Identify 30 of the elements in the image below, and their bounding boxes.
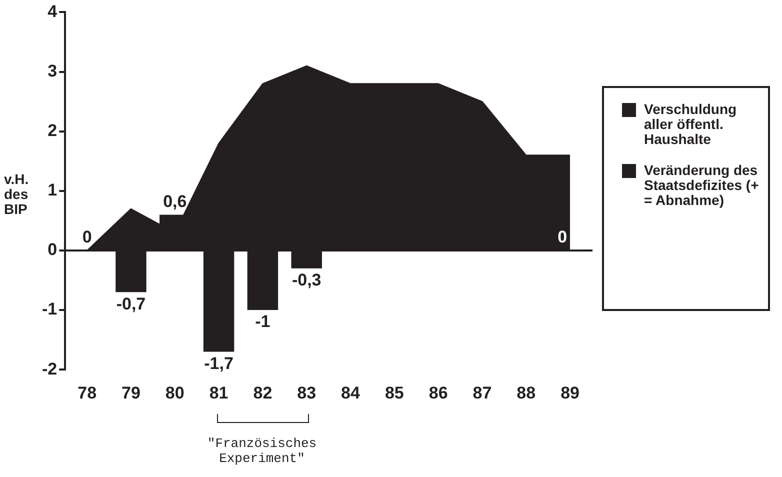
- x-tick-label: 78: [78, 383, 97, 402]
- y-tick-label: 2: [48, 121, 58, 140]
- x-tick-label: 88: [516, 383, 536, 402]
- data-label: -1,7: [204, 354, 234, 373]
- y-tick-label: 1: [48, 180, 58, 200]
- x-tick-label: 79: [122, 383, 140, 402]
- x-tick-label: 80: [165, 383, 184, 402]
- data-label: 0: [558, 228, 568, 247]
- data-label: -1: [255, 312, 270, 332]
- y-tick-label: -2: [42, 359, 58, 378]
- legend-label: Veränderung des Staatsdefizites (+ = Abnahme): [644, 162, 760, 208]
- x-tick-label: 87: [472, 383, 492, 402]
- y-tick-label: -1: [42, 300, 58, 319]
- text: "Französisches Experiment": [206, 436, 318, 466]
- y-axis-title: v.H. des BIP: [4, 171, 30, 217]
- x-tick-label: 85: [384, 383, 404, 402]
- y-tick-label: 0: [48, 240, 58, 260]
- x-tick-label: 82: [253, 383, 272, 402]
- data-label: -0,7: [116, 294, 146, 314]
- data-label: -0,3: [292, 270, 322, 290]
- data-label: 0: [82, 228, 92, 247]
- x-tick-label: 83: [297, 383, 316, 402]
- data-label: 0,6: [163, 192, 187, 211]
- legend-label: Verschuldung aller öffentl. Haushalte: [644, 101, 738, 147]
- x-tick-label: 86: [428, 383, 448, 402]
- x-tick-label: 81: [209, 383, 228, 402]
- y-tick-label: 3: [48, 61, 58, 80]
- x-tick-label: 84: [341, 383, 361, 402]
- x-tick-label: 89: [560, 383, 580, 402]
- y-tick-label: 4: [48, 2, 58, 21]
